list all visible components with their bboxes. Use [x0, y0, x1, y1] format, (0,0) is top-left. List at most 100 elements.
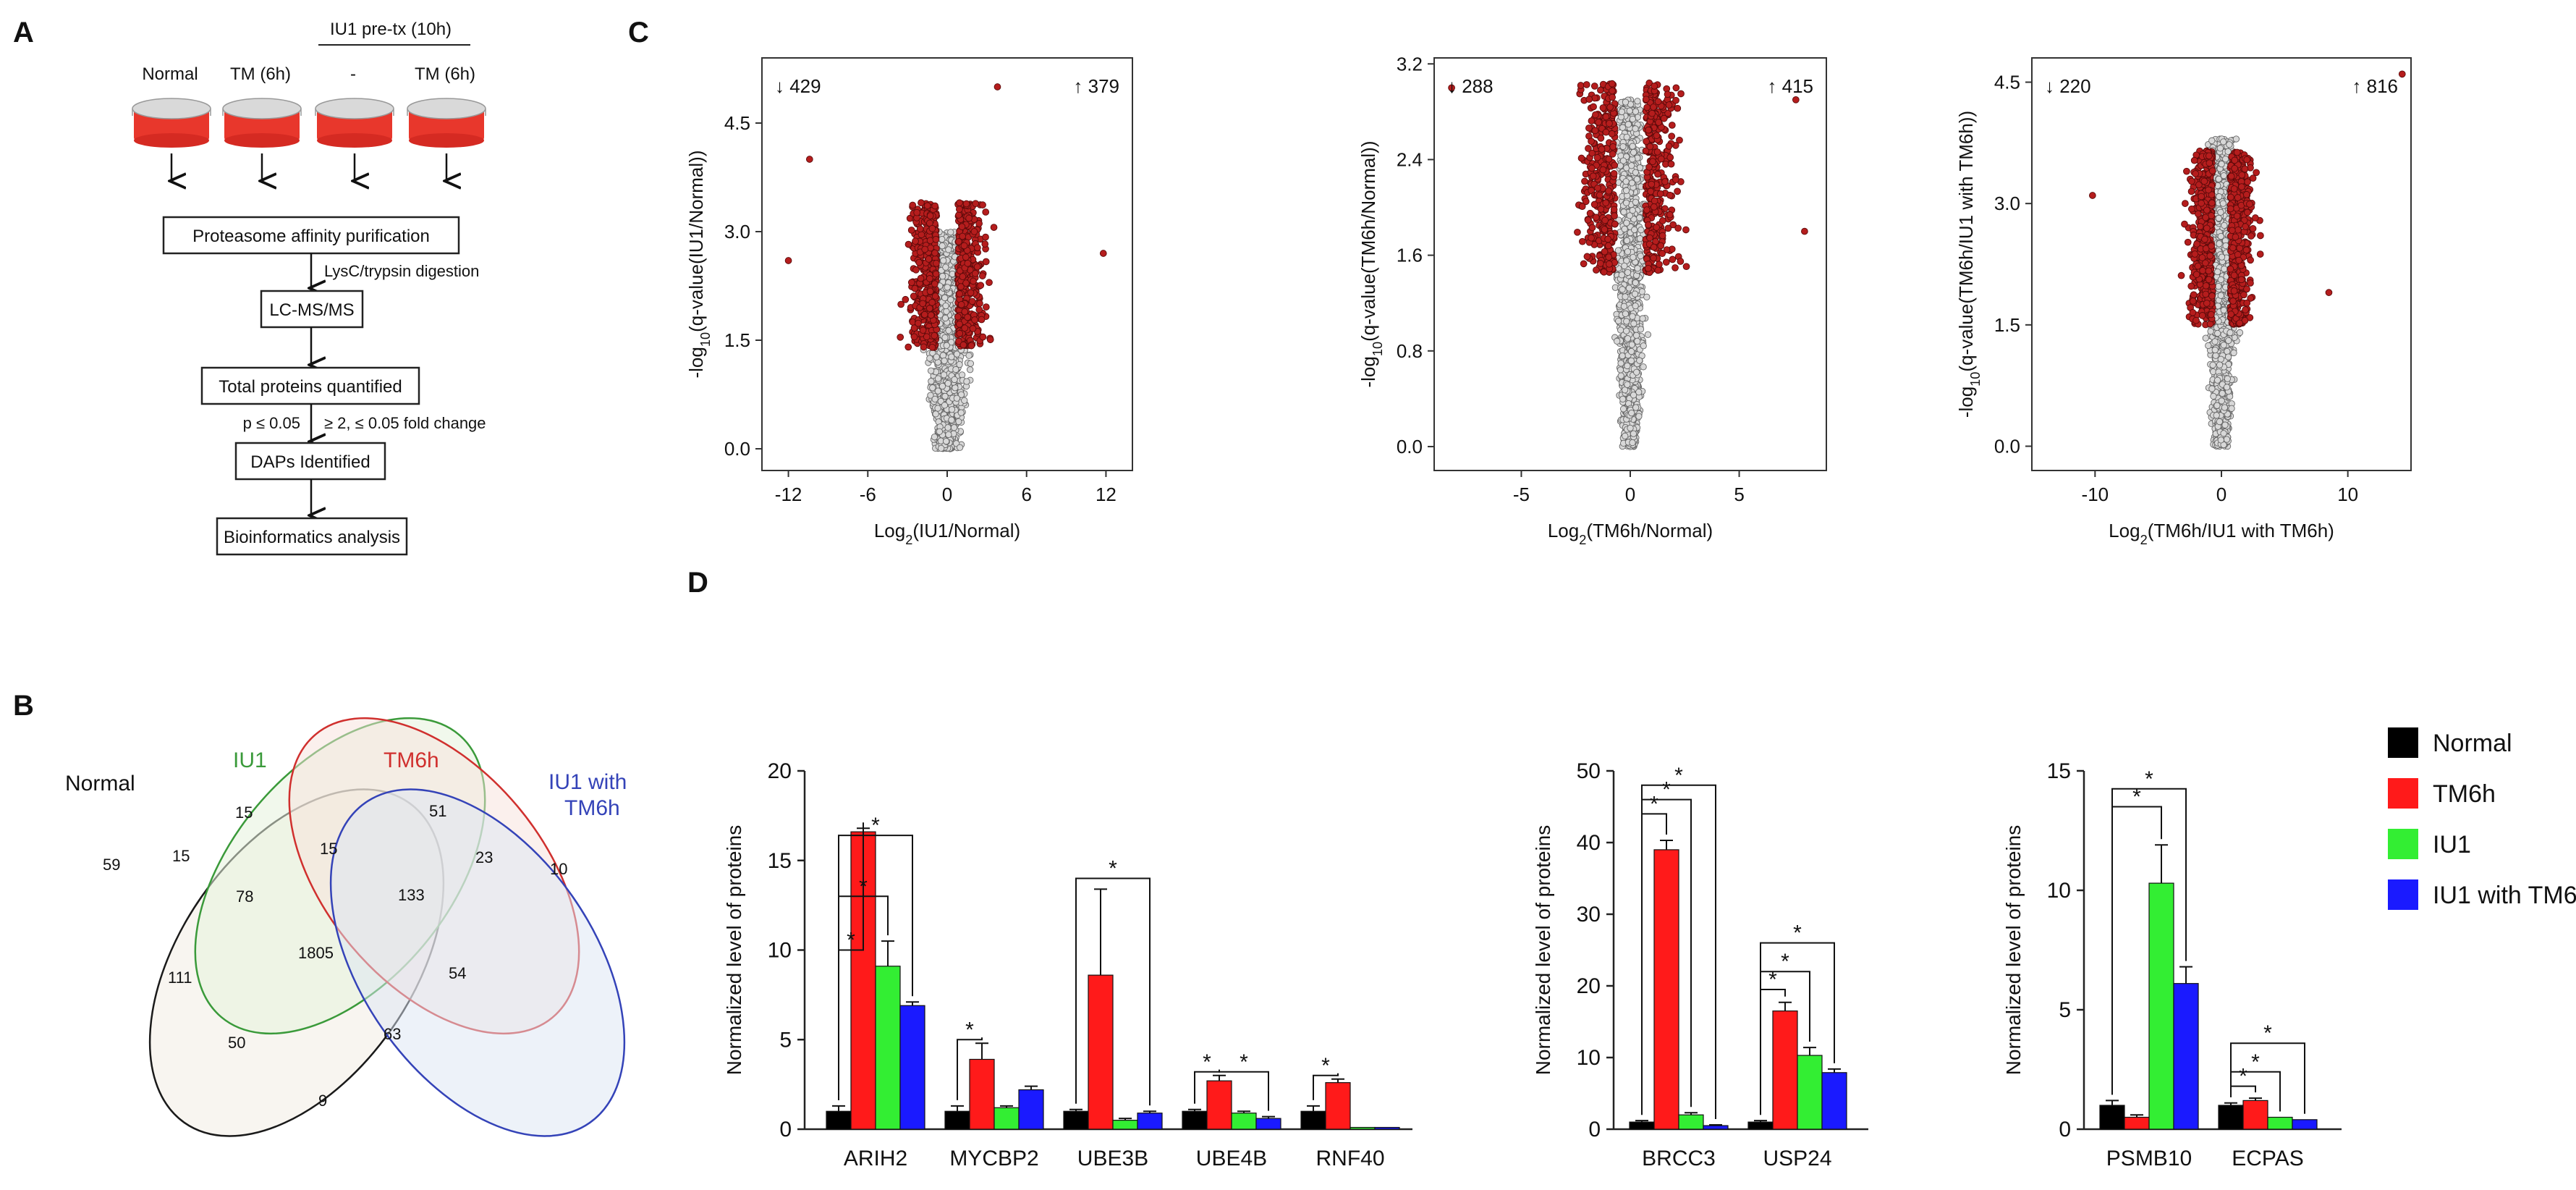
- red-point: [1645, 264, 1652, 272]
- gray-point: [1617, 360, 1624, 367]
- red-point: [1642, 96, 1650, 104]
- step-quantified: Total proteins quantified: [219, 377, 402, 397]
- red-point: [978, 272, 986, 279]
- red-point: [964, 313, 971, 321]
- red-point: [1648, 180, 1656, 188]
- red-point: [910, 333, 918, 341]
- gray-point: [1624, 248, 1632, 256]
- red-point: [977, 282, 985, 290]
- red-point: [1676, 136, 1683, 144]
- red-point: [978, 316, 986, 324]
- red-point: [897, 300, 904, 308]
- red-point: [971, 270, 979, 277]
- step-box-purification: [162, 216, 460, 255]
- red-point: [982, 258, 990, 266]
- gray-point: [2224, 375, 2231, 382]
- gray-point: [1623, 219, 1630, 227]
- venn-count: 15: [235, 803, 253, 822]
- dish-rim: [315, 109, 394, 116]
- gray-point: [939, 352, 947, 359]
- red-point: [1601, 226, 1609, 233]
- red-point: [931, 202, 939, 210]
- gray-point: [1632, 332, 1640, 339]
- gray-point: [1615, 317, 1622, 325]
- red-point: [1588, 224, 1596, 232]
- red-point: [904, 240, 912, 248]
- red-point: [1672, 96, 1679, 104]
- panel-c-volcano-plots: -12 -6 0 6 120.01.53.04.5↓ 429 ↑ 379Log2(IU1/…: [685, 53, 2412, 547]
- dish-bottom: [317, 133, 392, 148]
- venn-count: 111: [168, 969, 192, 987]
- gray-point: [1630, 320, 1637, 327]
- red-point: [1577, 82, 1585, 89]
- step-bioinfo: Bioinformatics analysis: [224, 528, 400, 547]
- gray-point: [1622, 98, 1630, 106]
- gray-point: [1643, 293, 1651, 300]
- red-point: [1668, 122, 1676, 129]
- gray-point: [2221, 156, 2229, 163]
- red-point: [1653, 132, 1661, 140]
- red-point: [1645, 221, 1652, 229]
- gray-point: [944, 284, 951, 291]
- gray-point: [2217, 208, 2224, 216]
- gray-point: [1629, 115, 1636, 123]
- red-point: [1650, 243, 1658, 251]
- gray-point: [1637, 227, 1645, 234]
- y-tick-label: 0.0: [1397, 436, 1423, 457]
- up-count: ↑ 379: [1073, 75, 1119, 97]
- y-tick-label: 0.0: [724, 438, 750, 460]
- gray-point: [1632, 169, 1640, 176]
- x-tick-label: 6: [1021, 484, 1031, 505]
- gray-point: [2232, 135, 2240, 143]
- dish-rim: [222, 109, 302, 116]
- gray-point: [953, 394, 961, 402]
- red-point: [1660, 114, 1668, 122]
- red-point: [1588, 164, 1596, 172]
- red-point: [909, 201, 917, 209]
- red-point: [962, 279, 970, 287]
- gray-point: [1632, 404, 1640, 411]
- gray-point: [1620, 303, 1628, 310]
- red-point: [1653, 148, 1661, 156]
- gray-point: [1617, 372, 1624, 379]
- gray-point: [1639, 315, 1646, 322]
- red-point: [954, 313, 962, 321]
- gray-point: [1633, 176, 1640, 183]
- red-point: [1674, 187, 1681, 195]
- red-point: [915, 319, 922, 327]
- red-point: [923, 202, 931, 209]
- gray-point: [1640, 342, 1647, 350]
- gray-point: [939, 382, 946, 390]
- x-tick-label: 5: [1734, 484, 1744, 505]
- red-point: [973, 244, 981, 252]
- red-point: [928, 298, 936, 306]
- red-point: [959, 341, 967, 349]
- gray-point: [1631, 226, 1638, 234]
- condition-iu1-tm: TM (6h): [415, 64, 475, 84]
- gray-point: [2211, 346, 2219, 354]
- gray-point: [1627, 357, 1635, 365]
- gray-point: [943, 308, 950, 315]
- red-point: [925, 256, 933, 263]
- red-point: [956, 290, 963, 298]
- red-point: [1666, 153, 1674, 161]
- red-point: [1099, 250, 1107, 257]
- panel-label-c: C: [628, 17, 649, 48]
- gray-point: [929, 384, 936, 392]
- red-point: [1596, 260, 1604, 267]
- gray-point: [1619, 286, 1626, 293]
- gray-point: [941, 402, 949, 409]
- gray-point: [1632, 125, 1639, 132]
- venn-count: 23: [475, 848, 493, 866]
- red-point: [956, 329, 964, 337]
- red-point: [964, 259, 972, 267]
- venn-count: 63: [384, 1025, 401, 1043]
- red-point: [927, 244, 934, 252]
- red-point: [910, 292, 918, 300]
- red-point: [986, 336, 994, 344]
- pretx-label: IU1 pre-tx (10h): [330, 20, 452, 39]
- venn-count: 1805: [298, 944, 334, 962]
- gray-point: [967, 360, 975, 367]
- gray-point: [1624, 269, 1632, 277]
- gray-point: [1618, 108, 1626, 116]
